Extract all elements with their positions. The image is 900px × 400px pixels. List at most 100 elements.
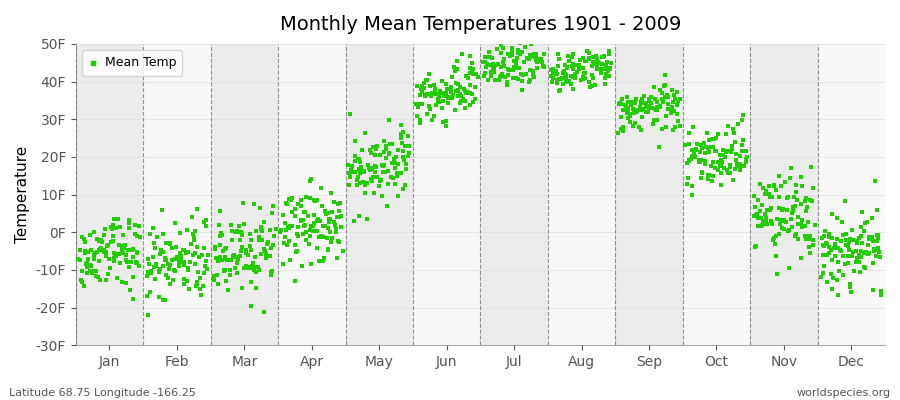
Point bbox=[623, 119, 637, 126]
Point bbox=[364, 166, 379, 172]
Point bbox=[626, 123, 640, 130]
Point bbox=[642, 105, 656, 111]
Point bbox=[381, 168, 395, 174]
Point bbox=[275, 212, 290, 218]
Point bbox=[276, 260, 291, 267]
Point bbox=[115, 250, 130, 256]
Point bbox=[574, 77, 589, 84]
Point bbox=[634, 98, 649, 105]
Point bbox=[391, 193, 405, 199]
Point bbox=[355, 146, 369, 153]
Point bbox=[601, 50, 616, 57]
Point bbox=[251, 267, 266, 273]
Point bbox=[652, 104, 666, 110]
Point bbox=[602, 73, 616, 79]
Point bbox=[362, 165, 376, 172]
Point bbox=[266, 202, 281, 209]
Point bbox=[237, 221, 251, 227]
Point bbox=[440, 95, 454, 101]
Point bbox=[823, 244, 837, 250]
Point bbox=[456, 96, 471, 102]
Y-axis label: Temperature: Temperature bbox=[15, 146, 30, 243]
Point bbox=[493, 42, 508, 48]
Bar bbox=[143, 44, 211, 345]
Point bbox=[254, 226, 268, 232]
Point bbox=[528, 51, 543, 57]
Bar bbox=[616, 44, 683, 345]
Point bbox=[189, 244, 203, 250]
Point bbox=[299, 237, 313, 244]
Point bbox=[195, 283, 210, 290]
Point bbox=[308, 197, 322, 204]
Point bbox=[763, 206, 778, 213]
Point bbox=[582, 50, 597, 56]
Point bbox=[710, 131, 724, 137]
Point bbox=[174, 259, 188, 266]
Point bbox=[322, 216, 337, 222]
Point bbox=[294, 197, 309, 204]
Point bbox=[165, 257, 179, 263]
Point bbox=[76, 235, 91, 242]
Point bbox=[682, 158, 697, 164]
Point bbox=[234, 248, 248, 254]
Point bbox=[298, 208, 312, 215]
Point bbox=[806, 236, 821, 243]
Point bbox=[296, 217, 310, 223]
Point bbox=[506, 67, 520, 73]
Point bbox=[866, 238, 880, 244]
Point bbox=[637, 92, 652, 99]
Point bbox=[310, 228, 325, 234]
Point bbox=[224, 221, 238, 228]
Point bbox=[358, 190, 373, 196]
Point bbox=[94, 276, 108, 283]
Point bbox=[633, 104, 647, 110]
Point bbox=[400, 161, 414, 167]
Point bbox=[666, 92, 680, 98]
Point bbox=[199, 258, 213, 264]
Point bbox=[278, 200, 293, 206]
Point bbox=[708, 148, 723, 154]
Point bbox=[114, 247, 129, 254]
Point bbox=[851, 259, 866, 265]
Point bbox=[316, 258, 330, 265]
Point bbox=[802, 233, 816, 239]
Point bbox=[545, 75, 560, 81]
Point bbox=[415, 83, 429, 89]
Point bbox=[356, 168, 371, 174]
Point bbox=[610, 130, 625, 136]
Point bbox=[444, 89, 458, 95]
Point bbox=[713, 163, 727, 169]
Point bbox=[400, 133, 415, 140]
Point bbox=[318, 208, 332, 214]
Point bbox=[497, 56, 511, 62]
Point bbox=[364, 176, 379, 182]
Point bbox=[625, 98, 639, 105]
Point bbox=[187, 236, 202, 243]
Point bbox=[795, 183, 809, 190]
Point bbox=[118, 242, 132, 248]
Point bbox=[776, 218, 790, 224]
Point bbox=[685, 192, 699, 198]
Point bbox=[310, 218, 324, 224]
Point bbox=[239, 265, 254, 271]
Point bbox=[104, 224, 119, 230]
Point bbox=[754, 223, 769, 229]
Point bbox=[439, 123, 454, 130]
Point bbox=[872, 249, 886, 256]
Point bbox=[561, 52, 575, 59]
Point bbox=[288, 242, 302, 248]
Point bbox=[621, 115, 635, 121]
Point bbox=[854, 223, 868, 230]
Point bbox=[413, 86, 428, 93]
Point bbox=[207, 276, 221, 283]
Legend: Mean Temp: Mean Temp bbox=[82, 50, 183, 76]
Point bbox=[244, 237, 258, 244]
Point bbox=[709, 148, 724, 154]
Point bbox=[512, 65, 526, 72]
Point bbox=[516, 72, 530, 78]
Point bbox=[558, 71, 572, 77]
Point bbox=[280, 201, 294, 207]
Point bbox=[380, 203, 394, 209]
Point bbox=[342, 170, 356, 176]
Point bbox=[446, 94, 460, 101]
